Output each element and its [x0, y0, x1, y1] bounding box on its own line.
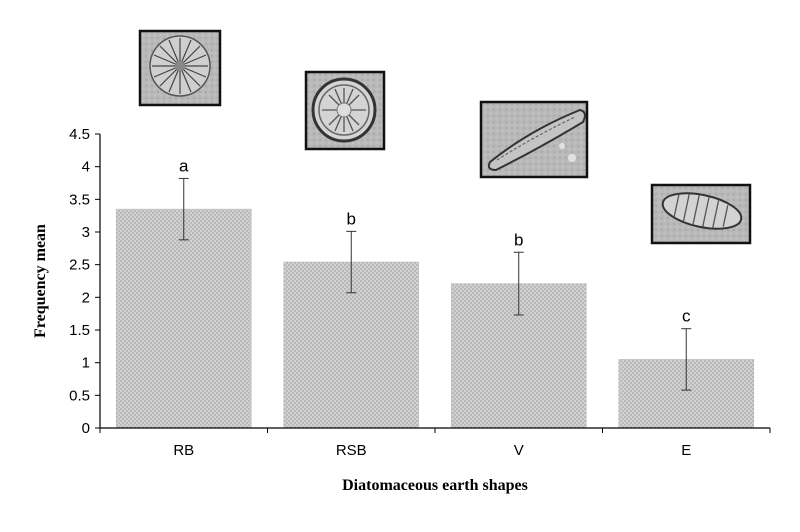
x-tick-label: V [514, 442, 524, 459]
error-bar [346, 230, 357, 294]
x-tick-label: E [681, 442, 691, 459]
significance-letter: b [514, 230, 523, 249]
y-axis-title: Frequency mean [32, 224, 49, 338]
y-tick-label: 4.5 [69, 126, 90, 143]
error-bar [513, 251, 524, 316]
labels-layer: a RB b RSB b Vc E 0 0.5 1 1.5 2 2.5 3 3.5 4 4.5 Diatomace… [32, 126, 691, 494]
significance-letter: b [347, 209, 356, 228]
y-tick-label: 1.5 [69, 322, 90, 339]
bar [115, 208, 252, 429]
significance-letter: a [179, 156, 189, 175]
y-tick-label: 3.5 [69, 191, 90, 208]
axes-layer [95, 133, 771, 433]
y-tick-label: 4 [82, 159, 90, 176]
y-tick-label: 1 [82, 355, 90, 372]
y-tick-label: 0.5 [69, 387, 90, 404]
radial-diatom-icon [138, 29, 222, 107]
x-tick-label: RB [173, 442, 194, 459]
significance-letter: c [682, 307, 691, 326]
ring-diatom-icon [304, 70, 386, 151]
error-bars-layer [178, 177, 692, 391]
x-axis-title: Diatomaceous earth shapes [342, 477, 528, 494]
y-tick-label: 2 [82, 289, 90, 306]
elongated-diatom-icon [479, 100, 589, 179]
y-tick-label: 0 [82, 420, 90, 437]
elliptic-diatom-icon [650, 183, 752, 245]
error-bar [178, 177, 189, 241]
x-tick-label: RSB [336, 442, 367, 459]
y-tick-label: 3 [82, 224, 90, 241]
y-tick-label: 2.5 [69, 257, 90, 274]
error-bar [681, 328, 692, 391]
